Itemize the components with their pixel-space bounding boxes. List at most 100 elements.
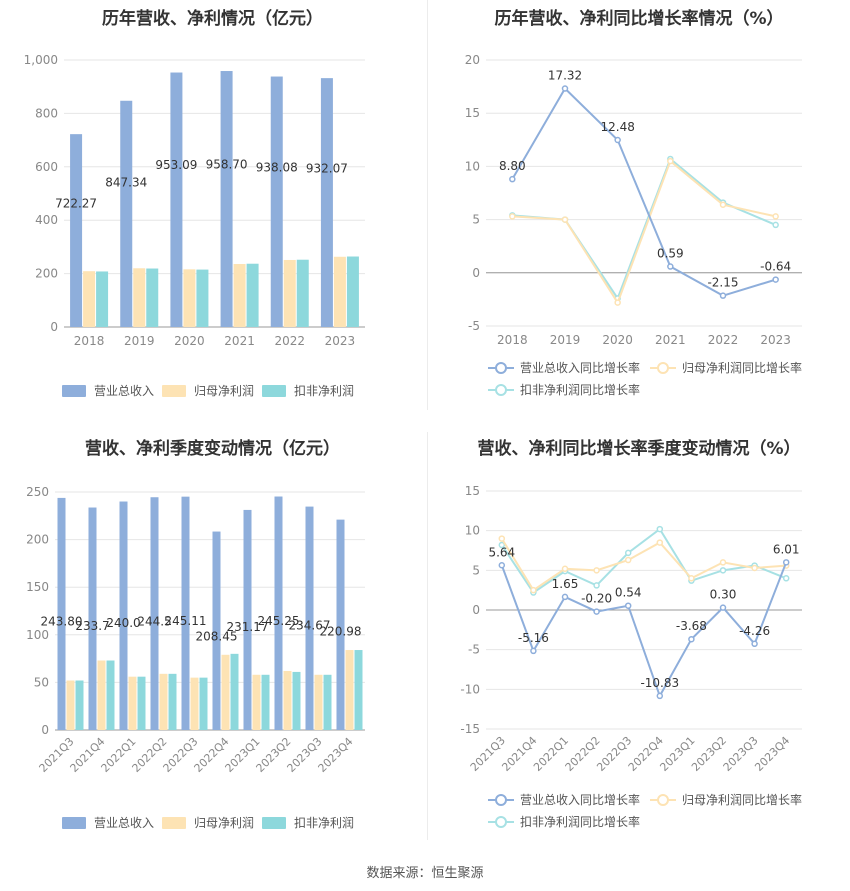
data-label: -10.83: [640, 676, 679, 690]
data-label: 5.64: [488, 545, 515, 559]
chart-title: 营收、净利季度变动情况（亿元）: [85, 439, 340, 459]
bar-revenue: [170, 72, 183, 328]
bar-revenue: [243, 509, 252, 730]
y-tick-label: -5: [468, 319, 480, 333]
data-label: 6.01: [773, 542, 800, 556]
legend-label: 扣非净利润: [294, 816, 354, 830]
y-tick-label: 0: [41, 723, 49, 737]
bar-revenue: [305, 506, 314, 730]
x-tick-label: 2021: [655, 333, 686, 347]
point-revenue-growth: [688, 635, 695, 643]
x-tick-label: 2020: [602, 333, 633, 347]
x-tick-label: 2020: [174, 334, 205, 348]
data-label: 0.30: [710, 588, 737, 602]
point-revenue-growth: [509, 175, 516, 183]
point-deducted-growth: [656, 525, 664, 533]
bar-revenue: [70, 134, 83, 327]
point-net-growth: [530, 586, 537, 594]
legend-label: 营业总收入: [94, 384, 154, 398]
x-tick-label: 2023Q4: [752, 734, 792, 774]
point-net-growth: [593, 567, 600, 574]
legend-label: 扣非净利润: [294, 384, 354, 398]
data-label: 0.54: [615, 586, 642, 600]
point-revenue-growth: [561, 593, 569, 601]
y-tick-label: 0: [472, 266, 480, 280]
bar-deducted-profit: [146, 268, 159, 327]
bar-revenue: [119, 501, 128, 730]
bar-net-profit: [183, 269, 196, 327]
annual-revenue-profit-chart: 0 200 400 600 800 1,000 2018 2019 2020 2021 2022 20…: [24, 53, 365, 398]
x-tick-label: 2022: [708, 333, 739, 347]
data-label: 938.08: [256, 161, 298, 175]
x-tick-label: 2023: [325, 334, 356, 348]
y-tick-label: -15: [460, 722, 480, 736]
point-deducted-growth: [624, 549, 632, 557]
legend-marker: [495, 794, 507, 806]
bar-revenue: [336, 519, 345, 730]
y-tick-label: 5: [472, 563, 480, 577]
y-tick-label: 0: [472, 603, 480, 617]
point-deducted-growth: [772, 221, 779, 229]
y-tick-label: -10: [460, 682, 480, 696]
y-tick-label: 50: [34, 675, 49, 689]
bar-revenue: [57, 497, 66, 730]
point-net-growth: [561, 216, 569, 223]
bar-net-profit: [283, 670, 292, 730]
bar-deducted-profit: [196, 269, 209, 327]
y-tick-label: 600: [35, 160, 58, 174]
data-label: 208.45: [196, 630, 238, 644]
bar-deducted-profit: [75, 680, 84, 730]
bar-net-profit: [252, 674, 261, 730]
x-tick-label: 2022: [274, 334, 305, 348]
bar-net-profit: [128, 676, 137, 730]
point-revenue-growth: [498, 562, 506, 569]
point-net-growth: [656, 539, 664, 546]
series-line-deducted-growth: [500, 527, 787, 594]
data-label: -0.64: [760, 260, 791, 274]
legend-marker: [495, 384, 507, 396]
point-revenue-growth: [667, 263, 674, 270]
point-revenue-growth: [593, 608, 600, 615]
data-label: -0.20: [581, 592, 612, 606]
data-label: 231.17: [227, 620, 269, 634]
y-tick-label: 200: [26, 533, 49, 547]
bar-deducted-profit: [292, 671, 301, 730]
bar-deducted-profit: [323, 674, 332, 730]
bar-deducted-profit: [168, 673, 177, 730]
quarterly-revenue-profit-panel: 营收、净利季度变动情况（亿元） 0 50 100 150 200 250 2021Q3 202…: [0, 430, 425, 850]
bar-net-profit: [345, 650, 354, 730]
bar-net-profit: [190, 677, 199, 730]
series-line-net-growth: [512, 159, 776, 305]
data-label: -4.26: [739, 624, 770, 638]
bar-deducted-profit: [199, 677, 208, 730]
bar-net-profit: [283, 259, 296, 327]
legend-label: 归母净利润: [194, 816, 254, 830]
data-label: -3.68: [676, 619, 707, 633]
annual-growth-panel: 历年营收、净利同比增长率情况（%） -5 0 5 10 15 20 2018 2019 2020…: [428, 0, 850, 410]
bar-net-profit: [66, 680, 75, 730]
data-label: 17.32: [548, 69, 582, 83]
y-tick-label: 5: [472, 213, 480, 227]
y-tick-label: 20: [465, 53, 480, 67]
bar-deducted-profit: [296, 259, 309, 327]
point-revenue-growth: [656, 692, 664, 700]
y-tick-label: 200: [35, 267, 58, 281]
legend-label: 归母净利润同比增长率: [682, 792, 802, 807]
legend-swatch: [262, 817, 286, 829]
bar-revenue: [220, 71, 233, 327]
x-tick-label: 2019: [124, 334, 155, 348]
bar-deducted-profit: [106, 660, 115, 730]
bar-net-profit: [233, 263, 246, 327]
annual-growth-chart: -5 0 5 10 15 20 2018 2019 2020 2021 2022 2023 8.80 17…: [465, 53, 802, 397]
data-label: 1.65: [552, 577, 579, 591]
legend-swatch: [62, 385, 86, 397]
data-label: 847.34: [105, 176, 147, 190]
bar-revenue: [150, 497, 159, 730]
x-tick-label: 2023: [760, 333, 791, 347]
point-net-growth: [498, 535, 506, 542]
bar-net-profit: [133, 268, 146, 327]
legend-label: 归母净利润: [194, 384, 254, 398]
annual-revenue-profit-panel: 历年营收、净利情况（亿元） 0 200 400 600 800 1,000 2018 2019…: [0, 0, 425, 410]
data-label: 722.27: [55, 196, 97, 210]
series-line-revenue-growth: [511, 86, 776, 297]
